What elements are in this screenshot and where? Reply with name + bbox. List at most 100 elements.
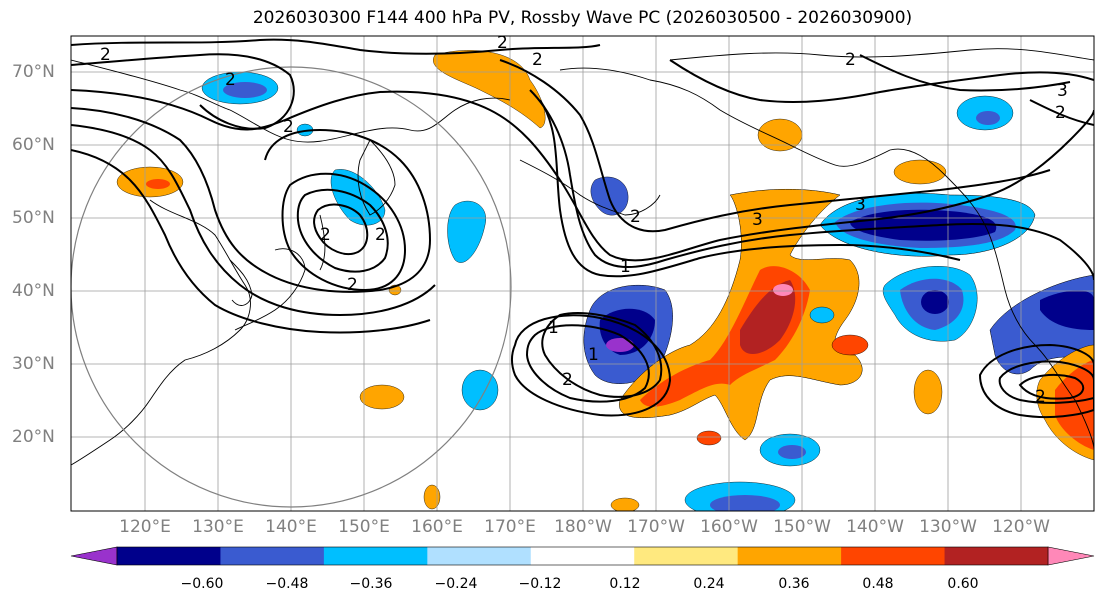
lon-label-130w: 130°W bbox=[919, 517, 977, 537]
lon-label-160e: 160°E bbox=[411, 517, 463, 537]
coastline-asia bbox=[71, 59, 511, 143]
colorbar bbox=[70, 546, 1095, 566]
pv-positive-blob bbox=[433, 50, 546, 129]
contour-label: 2 bbox=[283, 117, 294, 137]
contour-line bbox=[1018, 373, 1085, 400]
contour-line bbox=[525, 324, 650, 403]
lat-label-60n: 60°N bbox=[12, 135, 55, 155]
lon-label-150w: 150°W bbox=[773, 517, 831, 537]
contour-label: 2 bbox=[532, 50, 543, 70]
contour-label: 2 bbox=[497, 33, 508, 53]
contour-label: 3 bbox=[1057, 81, 1068, 101]
pv-positive-blob bbox=[423, 484, 441, 510]
coastline-east-asia bbox=[71, 199, 251, 466]
colorbar-bin bbox=[944, 547, 1049, 565]
contour-line bbox=[998, 360, 1094, 404]
contour-line bbox=[71, 149, 431, 334]
contour-label: 3 bbox=[855, 195, 866, 215]
pv-positive-core bbox=[146, 179, 170, 189]
contour-line bbox=[281, 172, 407, 292]
contour-label: 2 bbox=[320, 225, 331, 245]
highlight-circle bbox=[71, 66, 512, 508]
colorbar-bins bbox=[117, 547, 1049, 565]
pv-negative-core bbox=[1040, 290, 1094, 330]
colorbar-bin bbox=[220, 547, 325, 565]
lat-label-30n: 30°N bbox=[12, 354, 55, 374]
pv-positive-core bbox=[1055, 360, 1094, 450]
coastline-kamchatka bbox=[357, 139, 396, 216]
colorbar-bin bbox=[323, 547, 428, 565]
contour-label: 2 bbox=[1035, 387, 1046, 407]
lon-label-170e: 170°E bbox=[484, 517, 536, 537]
contour-line bbox=[541, 312, 663, 398]
colorbar-bin bbox=[117, 547, 221, 565]
contour-line bbox=[499, 59, 1051, 233]
pv-negative-core bbox=[976, 111, 1000, 125]
contour-labels: 2 2 2 2 2 2 2 2 2 2 1 1 1 2 3 3 3 2 2 bbox=[100, 33, 1068, 407]
pv-positive-blob bbox=[610, 497, 640, 511]
contour-label: 2 bbox=[630, 207, 641, 227]
colorbar-tick-label: −0.36 bbox=[349, 576, 393, 592]
lon-label-120e: 120°E bbox=[119, 517, 171, 537]
colorbar-tick-label: −0.48 bbox=[265, 576, 309, 592]
lon-label-170w: 170°W bbox=[627, 517, 685, 537]
coastline-aleutians bbox=[519, 159, 661, 216]
gridlines bbox=[71, 36, 1094, 511]
map-panel: 2 2 2 2 2 2 2 2 2 2 1 1 1 2 3 3 3 2 2 bbox=[71, 33, 1094, 511]
contour-label: 3 bbox=[752, 210, 763, 230]
contour-label: 2 bbox=[1055, 103, 1066, 123]
pv-negative-blob bbox=[809, 306, 835, 324]
coastline-korea bbox=[229, 259, 253, 306]
contour-line bbox=[511, 314, 672, 417]
lon-label-140w: 140°W bbox=[846, 517, 904, 537]
contour-line bbox=[71, 89, 1094, 262]
map-frame bbox=[70, 35, 1095, 512]
pv-negative-core bbox=[710, 495, 780, 511]
contour-line bbox=[1029, 99, 1094, 126]
pv-contours bbox=[71, 38, 1094, 419]
colorbar-bin bbox=[530, 547, 635, 565]
lat-label-40n: 40°N bbox=[12, 281, 55, 301]
colorbar-tick-label: 0.36 bbox=[778, 576, 810, 592]
contour-label: 2 bbox=[845, 50, 856, 70]
pv-negative-core bbox=[223, 82, 267, 98]
lon-label-130e: 130°E bbox=[192, 517, 244, 537]
pv-positive-core bbox=[740, 280, 796, 355]
contour-label: 2 bbox=[375, 225, 386, 245]
colorbar-extend-max bbox=[1047, 546, 1095, 566]
colorbar-tick-label: 0.24 bbox=[693, 576, 725, 592]
contour-label: 1 bbox=[548, 318, 559, 338]
lat-label-70n: 70°N bbox=[12, 62, 55, 82]
contour-label: 1 bbox=[588, 345, 599, 365]
contour-label: 2 bbox=[100, 45, 111, 65]
contour-line bbox=[978, 343, 1094, 419]
map-title: 2026030300 F144 400 hPa PV, Rossby Wave … bbox=[252, 8, 913, 28]
contour-label: 2 bbox=[225, 70, 236, 90]
contour-line bbox=[669, 59, 1094, 103]
colorbar-tick-label: 0.60 bbox=[947, 576, 979, 592]
pv-positive-blob bbox=[831, 334, 869, 356]
contour-line bbox=[71, 53, 295, 130]
contour-label: 2 bbox=[562, 370, 573, 390]
colorbar-tick-label: −0.12 bbox=[518, 576, 562, 592]
pv-positive-blob bbox=[359, 384, 405, 410]
colorbar-bin bbox=[737, 547, 842, 565]
contour-line bbox=[296, 188, 389, 273]
colorbar-frame bbox=[116, 546, 1049, 566]
pv-negative-blob bbox=[461, 369, 499, 411]
contour-line bbox=[71, 124, 436, 317]
colorbar-bin bbox=[634, 547, 739, 565]
pv-positive-peak bbox=[773, 284, 793, 296]
contour-label: 2 bbox=[347, 275, 358, 295]
contour-line bbox=[539, 99, 961, 278]
pv-positive-blob bbox=[893, 159, 947, 185]
pv-positive-blob bbox=[757, 118, 803, 152]
pv-shading bbox=[116, 50, 1094, 511]
colorbar-tick-label: 0.12 bbox=[609, 576, 641, 592]
lon-label-180w: 180°W bbox=[554, 517, 612, 537]
contour-line bbox=[71, 38, 601, 55]
lat-label-20n: 20°N bbox=[12, 427, 55, 447]
colorbar-extend-min bbox=[70, 546, 118, 566]
lon-label-160w: 160°W bbox=[700, 517, 758, 537]
